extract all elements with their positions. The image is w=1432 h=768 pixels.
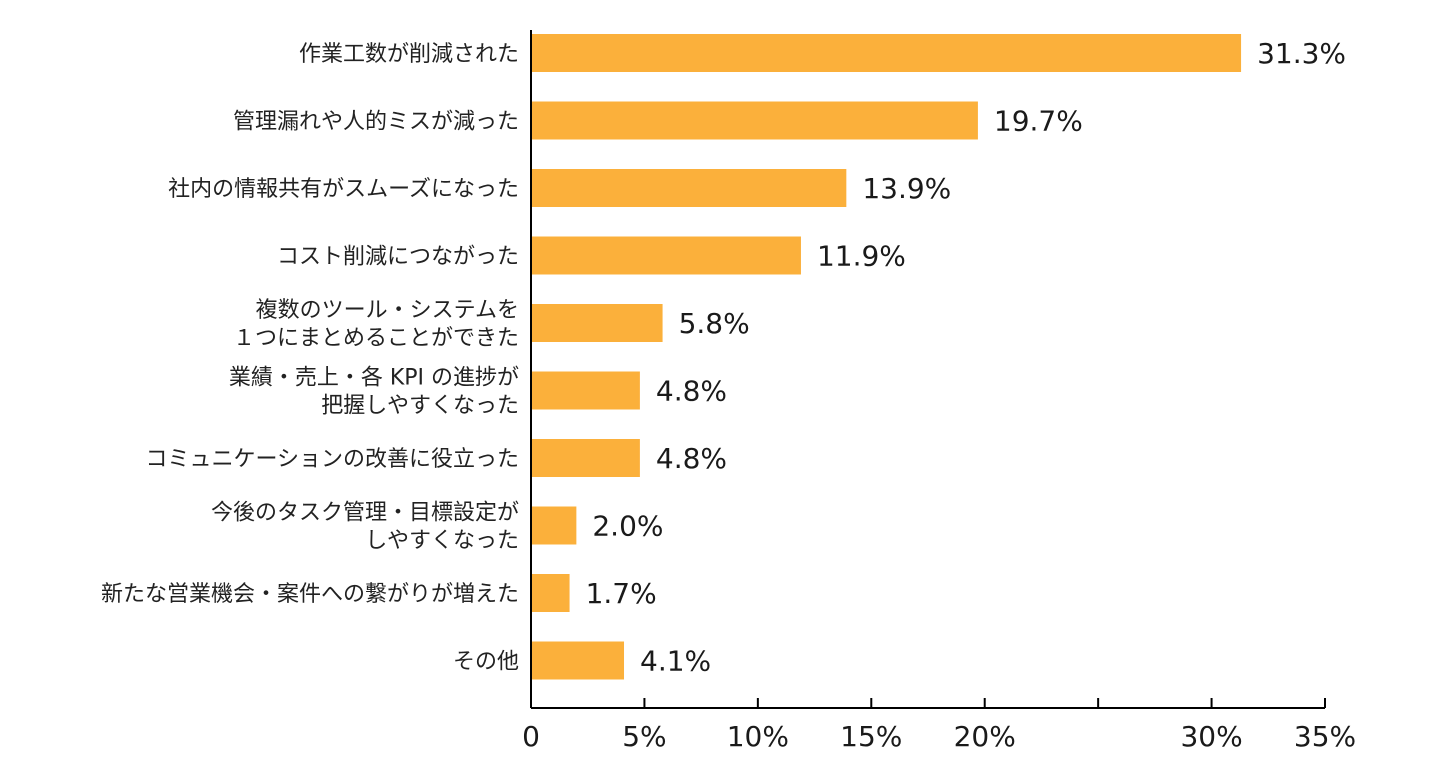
category-label-line: 作業工数が削減された — [299, 42, 519, 67]
category-label-line: しやすくなった — [365, 529, 519, 554]
value-label: 11.9% — [817, 240, 906, 273]
value-label: 19.7% — [994, 105, 1083, 138]
bar — [531, 574, 570, 612]
category-label-line: 複数のツール・システムを — [256, 298, 519, 323]
category-label: 作業工数が削減された — [299, 42, 519, 67]
value-labels-group: 31.3% 19.7% 13.9% 11.9% 5.8% 4.8% 4.8% 2.0% 1.7%… — [586, 37, 1346, 678]
x-tick-label: 35% — [1294, 720, 1356, 753]
category-label: 今後のタスク管理・目標設定がしやすくなった — [211, 501, 519, 554]
category-label-line: 社内の情報共有がスムーズになった — [168, 177, 519, 202]
bar — [531, 371, 640, 410]
value-label: 1.7% — [586, 577, 657, 610]
bar — [531, 169, 847, 207]
value-label: 31.3% — [1257, 37, 1346, 70]
bar — [531, 641, 625, 680]
value-label: 4.8% — [656, 442, 727, 475]
x-tick-label: 20% — [954, 720, 1016, 753]
x-tick-label: 5% — [622, 720, 666, 753]
bar — [531, 101, 978, 140]
category-label-line: コミュニケーションの改善に役立った — [145, 447, 519, 472]
category-label: その他 — [453, 650, 519, 675]
value-label: 13.9% — [862, 172, 951, 205]
bar — [531, 34, 1242, 72]
axes-group: 0 5% 10% 15% 20% 30% 35% — [522, 30, 1356, 753]
category-label: 新たな営業機会・案件への繋がりが増えた — [101, 582, 519, 607]
value-label: 4.1% — [640, 645, 711, 678]
value-label: 4.8% — [656, 375, 727, 408]
x-tick-label: 0 — [522, 720, 540, 753]
value-label: 2.0% — [592, 510, 663, 543]
x-tick-label: 15% — [840, 720, 902, 753]
category-label: 管理漏れや人的ミスが減った — [233, 110, 519, 135]
bars-group — [531, 34, 1242, 680]
category-label-line: その他 — [453, 650, 519, 675]
category-label: 社内の情報共有がスムーズになった — [168, 177, 519, 202]
bar — [531, 304, 663, 342]
category-label-line: コスト削減につながった — [277, 245, 519, 270]
bar — [531, 506, 577, 545]
bar — [531, 236, 801, 275]
x-tick-label: 30% — [1180, 720, 1242, 753]
category-label: コスト削減につながった — [277, 245, 519, 270]
category-label-line: 把握しやすくなった — [321, 394, 519, 419]
bar — [531, 439, 640, 477]
value-label: 5.8% — [679, 307, 750, 340]
category-label-line: 今後のタスク管理・目標設定が — [211, 501, 519, 526]
x-tick-label: 10% — [727, 720, 789, 753]
category-label-line: 業績・売上・各 KPI の進捗が — [229, 366, 519, 391]
category-label: 複数のツール・システムを １つにまとめることができた — [233, 298, 519, 351]
category-label: 業績・売上・各 KPI の進捗が把握しやすくなった — [229, 366, 519, 419]
category-label: コミュニケーションの改善に役立った — [145, 447, 519, 472]
category-label-line: １つにまとめることができた — [233, 326, 519, 351]
category-label-line: 新たな営業機会・案件への繋がりが増えた — [101, 582, 519, 607]
category-label-line: 管理漏れや人的ミスが減った — [233, 110, 519, 135]
category-labels-group: 作業工数が削減された管理漏れや人的ミスが減った社内の情報共有がスムーズになったコ… — [101, 42, 519, 675]
